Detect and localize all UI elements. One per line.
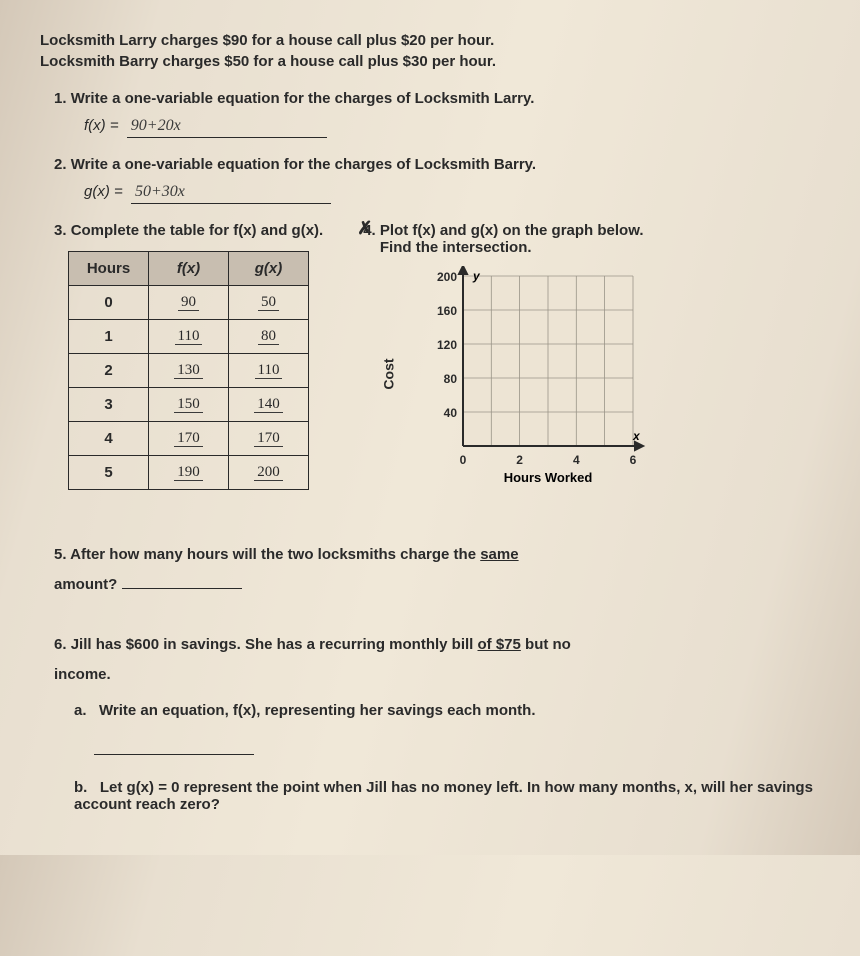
q6b-label: b. xyxy=(74,779,87,796)
question-2: 2. Write a one-variable equation for the… xyxy=(54,156,820,204)
q6b-text: Let g(x) = 0 represent the point when Ji… xyxy=(74,779,813,813)
question-1: 1. Write a one-variable equation for the… xyxy=(54,90,820,138)
q6a-label: a. xyxy=(74,702,87,719)
cell-fx: 130 xyxy=(149,354,229,388)
cell-gx: 110 xyxy=(229,354,309,388)
cell-gx: 170 xyxy=(229,422,309,456)
q3-num: 3. xyxy=(54,222,67,239)
q5-text-b: same xyxy=(480,546,518,563)
q1-num: 1. xyxy=(54,90,67,107)
q1-answer: 90+20x xyxy=(127,117,327,138)
th-fx: f(x) xyxy=(149,252,229,286)
q6-line1c: but no xyxy=(521,636,571,653)
cell-hours: 1 xyxy=(69,320,149,354)
q6a-blank xyxy=(94,735,254,755)
q6-line1b: of $75 xyxy=(478,636,521,653)
th-hours: Hours xyxy=(69,252,149,286)
q2-num: 2. xyxy=(54,156,67,173)
cell-fx: 170 xyxy=(149,422,229,456)
cell-hours: 2 xyxy=(69,354,149,388)
q4-line2: Find the intersection. xyxy=(380,239,532,256)
cell-hours: 3 xyxy=(69,388,149,422)
th-gx: g(x) xyxy=(229,252,309,286)
graph: 200 160 120 80 40 0 2 4 6 xyxy=(423,266,820,510)
cell-fx: 90 xyxy=(149,286,229,320)
ytick-40: 40 xyxy=(444,406,458,420)
q5-text-c: amount? xyxy=(54,576,117,593)
data-table: Hours f(x) g(x) 090501110802130110315014… xyxy=(68,251,309,490)
table-row: 2130110 xyxy=(69,354,309,388)
xtick-4: 4 xyxy=(573,453,580,467)
q6-num: 6. xyxy=(54,636,67,653)
x-axis-label: Hours Worked xyxy=(504,470,593,485)
cell-gx: 80 xyxy=(229,320,309,354)
table-row: 111080 xyxy=(69,320,309,354)
q6-line2: income. xyxy=(54,666,111,683)
question-3-4: 3. Complete the table for f(x) and g(x).… xyxy=(54,222,820,510)
question-5: 5. After how many hours will the two loc… xyxy=(54,540,820,600)
ytick-160: 160 xyxy=(437,304,457,318)
xtick-2: 2 xyxy=(516,453,523,467)
ytick-80: 80 xyxy=(444,372,458,386)
ytick-200: 200 xyxy=(437,270,457,284)
x-letter: x xyxy=(632,429,641,443)
q5-num: 5. xyxy=(54,546,67,563)
table-row: 4170170 xyxy=(69,422,309,456)
q6a-text: Write an equation, f(x), representing he… xyxy=(99,702,535,719)
q5-text-a: After how many hours will the two locksm… xyxy=(70,546,480,563)
q2-answer: 50+30x xyxy=(131,183,331,204)
intro-line1: Locksmith Larry charges $90 for a house … xyxy=(40,30,820,51)
question-6: 6. Jill has $600 in savings. She has a r… xyxy=(54,630,820,813)
q6-line1a: Jill has $600 in savings. She has a recu… xyxy=(71,636,478,653)
table-row: 3150140 xyxy=(69,388,309,422)
table-header-row: Hours f(x) g(x) xyxy=(69,252,309,286)
q2-text: Write a one-variable equation for the ch… xyxy=(71,156,536,173)
table-row: 09050 xyxy=(69,286,309,320)
ytick-120: 120 xyxy=(437,338,457,352)
q5-blank xyxy=(122,575,242,589)
cell-fx: 150 xyxy=(149,388,229,422)
cell-hours: 4 xyxy=(69,422,149,456)
q1-label: f(x) = xyxy=(84,117,119,134)
cell-gx: 50 xyxy=(229,286,309,320)
q4-num: 4. xyxy=(363,222,376,239)
q1-text: Write a one-variable equation for the ch… xyxy=(71,90,535,107)
intro-line2: Locksmith Barry charges $50 for a house … xyxy=(40,51,820,72)
table-row: 5190200 xyxy=(69,456,309,490)
graph-svg: 200 160 120 80 40 0 2 4 6 xyxy=(423,266,663,506)
xtick-0: 0 xyxy=(460,453,467,467)
xtick-6: 6 xyxy=(630,453,637,467)
y-letter: y xyxy=(472,269,481,283)
y-axis-label: Cost xyxy=(381,358,397,389)
cell-hours: 0 xyxy=(69,286,149,320)
cell-gx: 140 xyxy=(229,388,309,422)
q2-label: g(x) = xyxy=(84,183,123,200)
q3-text: Complete the table for f(x) and g(x). xyxy=(71,222,324,239)
cell-hours: 5 xyxy=(69,456,149,490)
intro-block: Locksmith Larry charges $90 for a house … xyxy=(40,30,820,72)
cell-fx: 190 xyxy=(149,456,229,490)
cell-gx: 200 xyxy=(229,456,309,490)
q4-line1: Plot f(x) and g(x) on the graph below. xyxy=(380,222,644,239)
cell-fx: 110 xyxy=(149,320,229,354)
